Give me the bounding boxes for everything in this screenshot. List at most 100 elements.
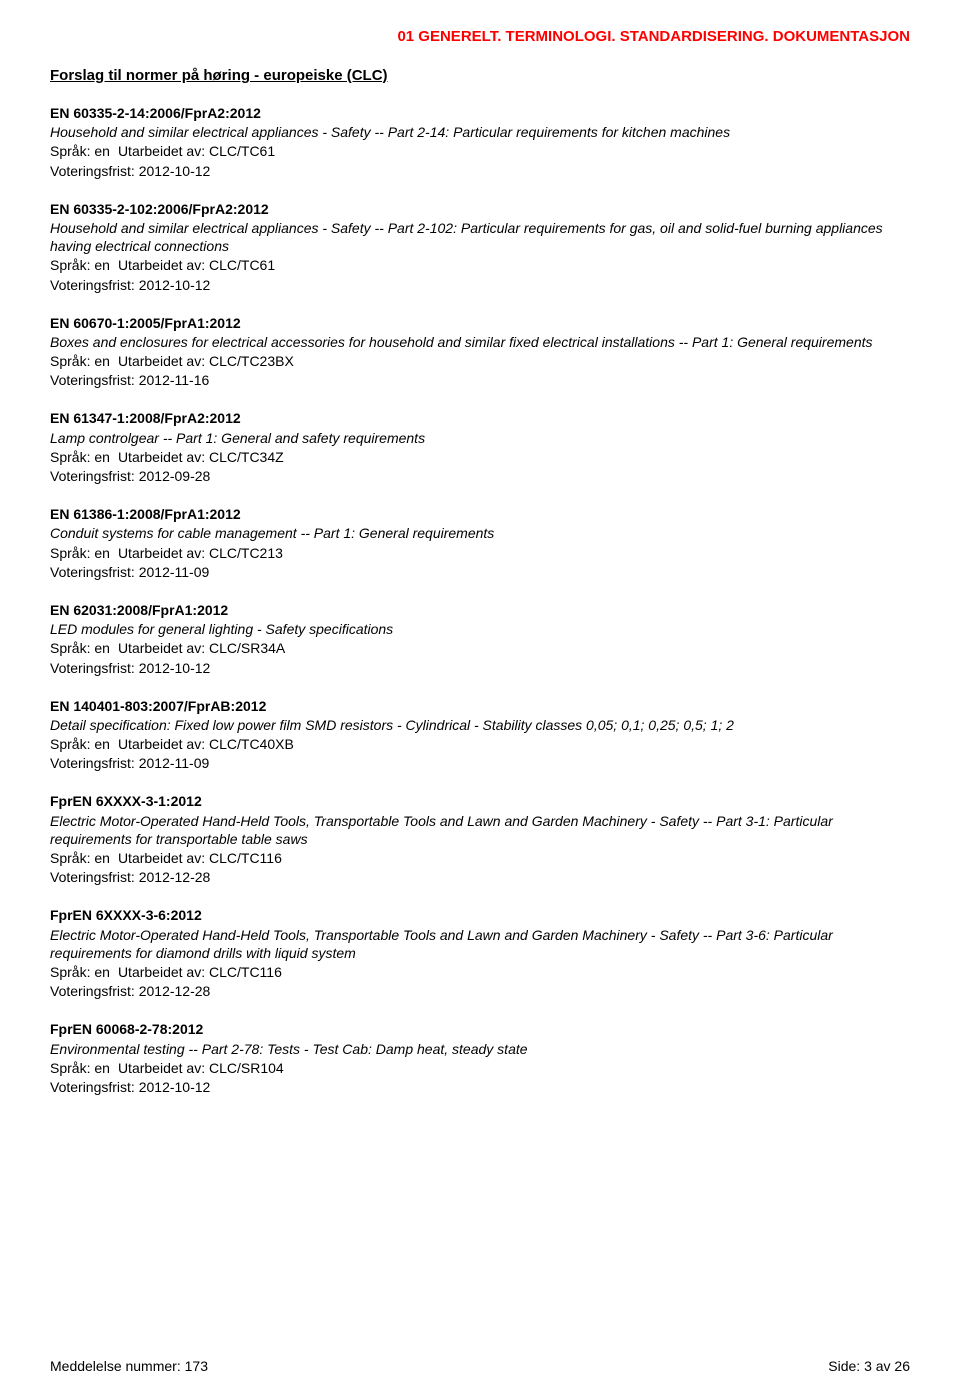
sprak-value: en [94,353,110,369]
entry-code: FprEN 6XXXX-3-1:2012 [50,792,910,810]
entry-meta-line1: Språk: en Utarbeidet av: CLC/TC61 [50,256,910,274]
entry-description: Environmental testing -- Part 2-78: Test… [50,1040,910,1058]
entry-meta-line2: Voteringsfrist: 2012-10-12 [50,162,910,180]
utarbeidet-value: CLC/TC61 [209,143,275,159]
sprak-value: en [94,850,110,866]
sprak-label: Språk: [50,964,90,980]
sprak-label: Språk: [50,640,90,656]
entry-code: EN 60335-2-102:2006/FprA2:2012 [50,200,910,218]
utarbeidet-value: CLC/TC213 [209,545,283,561]
entry-meta-line2: Voteringsfrist: 2012-10-12 [50,276,910,294]
entry-description: LED modules for general lighting - Safet… [50,620,910,638]
footer-right-value: 3 av 26 [864,1358,910,1374]
voteringsfrist-value: 2012-10-12 [139,660,211,676]
standard-entry: FprEN 60068-2-78:2012 Environmental testi… [50,1020,910,1096]
entry-code: FprEN 60068-2-78:2012 [50,1020,910,1038]
voteringsfrist-value: 2012-12-28 [139,869,211,885]
utarbeidet-value: CLC/TC61 [209,257,275,273]
utarbeidet-label: Utarbeidet av: [118,449,205,465]
entry-meta-line2: Voteringsfrist: 2012-11-16 [50,371,910,389]
entry-code: EN 62031:2008/FprA1:2012 [50,601,910,619]
voteringsfrist-label: Voteringsfrist: [50,1079,135,1095]
entry-meta-line1: Språk: en Utarbeidet av: CLC/TC116 [50,849,910,867]
voteringsfrist-label: Voteringsfrist: [50,372,135,388]
voteringsfrist-label: Voteringsfrist: [50,564,135,580]
utarbeidet-label: Utarbeidet av: [118,736,205,752]
entry-description: Electric Motor-Operated Hand-Held Tools,… [50,812,910,848]
voteringsfrist-label: Voteringsfrist: [50,660,135,676]
entry-meta-line1: Språk: en Utarbeidet av: CLC/SR34A [50,639,910,657]
standard-entry: EN 60335-2-14:2006/FprA2:2012Household a… [50,104,910,180]
utarbeidet-label: Utarbeidet av: [118,545,205,561]
standard-entry: FprEN 6XXXX-3-1:2012 Electric Motor-Opera… [50,792,910,886]
utarbeidet-label: Utarbeidet av: [118,353,205,369]
utarbeidet-label: Utarbeidet av: [118,964,205,980]
entry-meta-line2: Voteringsfrist: 2012-12-28 [50,868,910,886]
entry-meta-line1: Språk: en Utarbeidet av: CLC/TC213 [50,544,910,562]
entry-code: EN 60670-1:2005/FprA1:2012 [50,314,910,332]
footer-right: Side: 3 av 26 [828,1358,910,1374]
entry-code: EN 61386-1:2008/FprA1:2012 [50,505,910,523]
entries-list: EN 60335-2-14:2006/FprA2:2012Household a… [50,104,910,1096]
standard-entry: EN 61347-1:2008/FprA2:2012 Lamp controlge… [50,409,910,485]
voteringsfrist-value: 2012-12-28 [139,983,211,999]
sprak-label: Språk: [50,736,90,752]
entry-meta-line1: Språk: enUtarbeidet av: CLC/SR104 [50,1059,910,1077]
entry-meta-line2: Voteringsfrist: 2012-09-28 [50,467,910,485]
utarbeidet-label: Utarbeidet av: [118,640,205,656]
sprak-value: en [94,640,110,656]
utarbeidet-value: CLC/TC40XB [209,736,294,752]
utarbeidet-value: CLC/TC34Z [209,449,284,465]
entry-code: EN 61347-1:2008/FprA2:2012 [50,409,910,427]
utarbeidet-value: CLC/SR34A [209,640,285,656]
sprak-label: Språk: [50,449,90,465]
entry-meta-line2: Voteringsfrist: 2012-10-12 [50,659,910,677]
entry-code: EN 140401-803:2007/FprAB:2012 [50,697,910,715]
entry-description: Boxes and enclosures for electrical acce… [50,333,910,351]
voteringsfrist-label: Voteringsfrist: [50,163,135,179]
sprak-value: en [94,257,110,273]
standard-entry: EN 60670-1:2005/FprA1:2012Boxes and encl… [50,314,910,390]
footer-left-label: Meddelelse nummer: [50,1358,181,1374]
voteringsfrist-label: Voteringsfrist: [50,869,135,885]
footer-left-value: 173 [185,1358,208,1374]
sprak-value: en [94,449,110,465]
entry-description: Household and similar electrical applian… [50,123,910,141]
sprak-label: Språk: [50,257,90,273]
sprak-label: Språk: [50,545,90,561]
voteringsfrist-label: Voteringsfrist: [50,755,135,771]
sprak-value: en [94,736,110,752]
entry-meta-line1: Språk: en Utarbeidet av: CLC/TC40XB [50,735,910,753]
sprak-value: en [94,143,110,159]
utarbeidet-label: Utarbeidet av: [118,850,205,866]
voteringsfrist-value: 2012-11-09 [139,755,210,771]
entry-meta-line2: Voteringsfrist: 2012-10-12 [50,1078,910,1096]
page-footer: Meddelelse nummer: 173 Side: 3 av 26 [50,1358,910,1374]
sprak-value: en [94,545,110,561]
entry-code: EN 60335-2-14:2006/FprA2:2012 [50,104,910,122]
voteringsfrist-value: 2012-10-12 [139,163,211,179]
utarbeidet-value: CLC/TC116 [209,850,282,866]
voteringsfrist-label: Voteringsfrist: [50,468,135,484]
entry-description: Lamp controlgear -- Part 1: General and … [50,429,910,447]
entry-meta-line2: Voteringsfrist: 2012-11-09 [50,754,910,772]
utarbeidet-label: Utarbeidet av: [118,257,205,273]
sprak-value: en [94,964,110,980]
standard-entry: EN 60335-2-102:2006/FprA2:2012Household … [50,200,910,294]
utarbeidet-value: CLC/SR104 [209,1060,284,1076]
sprak-label: Språk: [50,850,90,866]
sprak-label: Språk: [50,143,90,159]
utarbeidet-label: Utarbeidet av: [118,143,205,159]
entry-meta-line2: Voteringsfrist: 2012-11-09 [50,563,910,581]
footer-left: Meddelelse nummer: 173 [50,1358,208,1374]
sprak-label: Språk: [50,353,90,369]
voteringsfrist-value: 2012-10-12 [139,1079,211,1095]
entry-description: Household and similar electrical applian… [50,219,910,255]
voteringsfrist-value: 2012-09-28 [139,468,211,484]
entry-description: Detail specification: Fixed low power fi… [50,716,910,734]
utarbeidet-value: CLC/TC23BX [209,353,294,369]
section-title: Forslag til normer på høring - europeisk… [50,67,910,84]
page: 01 GENERELT. TERMINOLOGI. STANDARDISERIN… [0,0,960,1394]
entry-meta-line1: Språk: en Utarbeidet av: CLC/TC23BX [50,352,910,370]
voteringsfrist-label: Voteringsfrist: [50,277,135,293]
